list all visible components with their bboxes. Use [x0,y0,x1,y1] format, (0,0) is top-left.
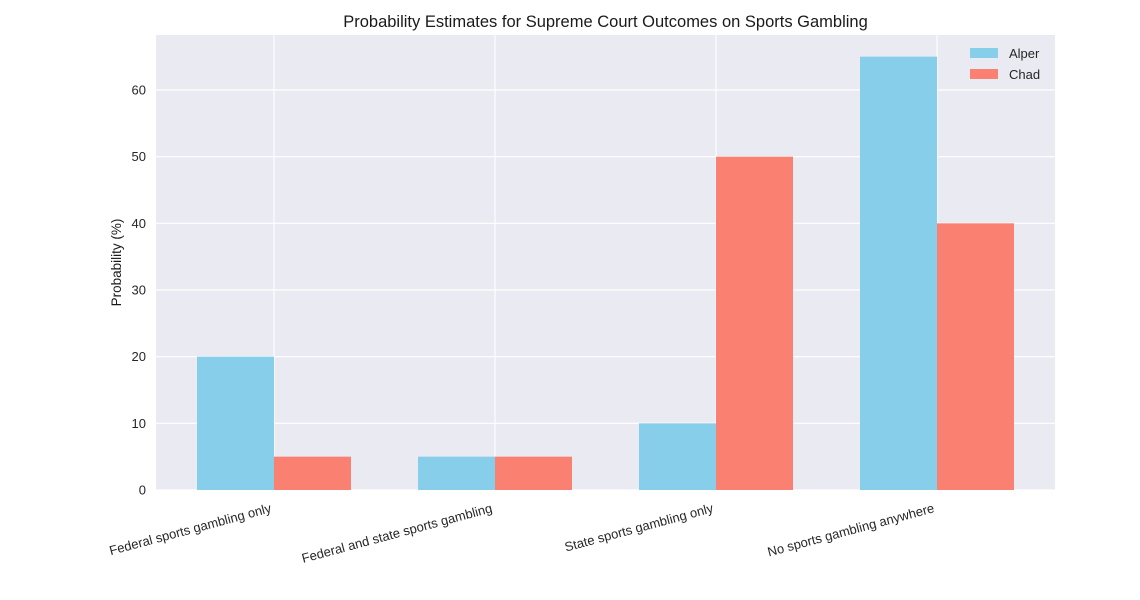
x-tick-label: State sports gambling only [563,500,715,554]
y-tick-label: 40 [132,216,146,231]
bar-chad-1 [495,456,572,490]
y-axis-label: Probability (%) [109,219,124,307]
y-tick-label: 50 [132,149,146,164]
legend: Alper Chad [970,46,1040,82]
legend-swatch-alper [970,48,998,58]
bar-alper-0 [197,356,274,490]
y-tick-label: 10 [132,416,146,431]
x-tick-label: Federal and state sports gambling [300,500,494,565]
bar-chad-3 [937,223,1014,491]
y-tick-label: 30 [132,283,146,298]
bar-alper-2 [639,423,716,490]
y-tick-label: 0 [139,483,146,498]
chart-title: Probability Estimates for Supreme Court … [343,13,868,31]
x-tick-label: No sports gambling anywhere [766,500,936,559]
y-tick-label: 60 [132,83,146,98]
bar-chad-2 [716,156,793,490]
legend-label-alper: Alper [1009,46,1040,61]
x-tick-label: Federal sports gambling only [108,500,274,558]
x-axis-ticks: Federal sports gambling only Federal and … [108,500,936,565]
y-tick-label: 20 [132,349,146,364]
bars [197,56,1014,491]
y-axis-ticks: 0 10 20 30 40 50 60 [132,83,146,498]
bar-alper-3 [860,56,937,491]
bar-chad-0 [274,456,351,490]
bar-alper-1 [418,456,495,490]
legend-label-chad: Chad [1009,67,1040,82]
legend-swatch-chad [970,69,998,79]
